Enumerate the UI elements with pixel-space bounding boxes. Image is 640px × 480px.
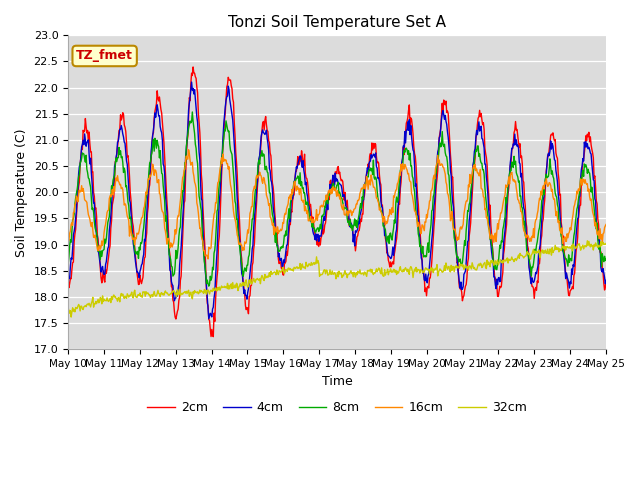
16cm <box>602 222 610 228</box>
Line: 2cm: 2cm <box>68 67 606 336</box>
32cm <box>213 288 221 294</box>
2cm <box>420 269 428 275</box>
2cm <box>64 276 72 282</box>
4cm <box>129 240 137 246</box>
32cm <box>185 288 193 293</box>
8cm <box>420 254 428 260</box>
16cm <box>64 236 72 242</box>
32cm <box>419 270 427 276</box>
32cm <box>67 314 75 320</box>
8cm <box>214 206 221 212</box>
16cm <box>420 225 428 231</box>
16cm <box>204 256 212 262</box>
X-axis label: Time: Time <box>322 374 353 387</box>
4cm <box>214 231 221 237</box>
4cm <box>404 119 412 125</box>
Line: 8cm: 8cm <box>68 112 606 286</box>
4cm <box>205 316 212 322</box>
32cm <box>602 240 610 246</box>
2cm <box>209 334 217 339</box>
8cm <box>189 109 196 115</box>
Title: Tonzi Soil Temperature Set A: Tonzi Soil Temperature Set A <box>228 15 446 30</box>
4cm <box>188 79 195 85</box>
32cm <box>75 301 83 307</box>
32cm <box>403 269 411 275</box>
4cm <box>74 186 82 192</box>
8cm <box>205 283 212 289</box>
8cm <box>602 256 610 262</box>
16cm <box>185 147 193 153</box>
8cm <box>64 262 72 267</box>
8cm <box>129 232 137 238</box>
2cm <box>602 277 610 283</box>
16cm <box>74 199 82 204</box>
2cm <box>404 115 412 120</box>
Text: TZ_fmet: TZ_fmet <box>76 49 133 62</box>
4cm <box>184 124 192 130</box>
Y-axis label: Soil Temperature (C): Soil Temperature (C) <box>15 128 28 257</box>
4cm <box>64 281 72 287</box>
4cm <box>420 270 428 276</box>
2cm <box>129 223 137 229</box>
8cm <box>184 131 192 137</box>
2cm <box>214 267 221 273</box>
Line: 32cm: 32cm <box>68 241 606 317</box>
32cm <box>584 238 591 244</box>
16cm <box>129 236 137 241</box>
Line: 16cm: 16cm <box>68 150 606 259</box>
8cm <box>404 151 412 157</box>
2cm <box>184 132 192 138</box>
Line: 4cm: 4cm <box>68 82 606 319</box>
16cm <box>214 180 221 186</box>
2cm <box>189 64 197 70</box>
2cm <box>74 194 82 200</box>
16cm <box>184 156 192 162</box>
4cm <box>602 277 610 283</box>
32cm <box>64 305 72 311</box>
Legend: 2cm, 4cm, 8cm, 16cm, 32cm: 2cm, 4cm, 8cm, 16cm, 32cm <box>142 396 532 420</box>
8cm <box>74 181 82 187</box>
16cm <box>404 171 412 177</box>
32cm <box>130 289 138 295</box>
